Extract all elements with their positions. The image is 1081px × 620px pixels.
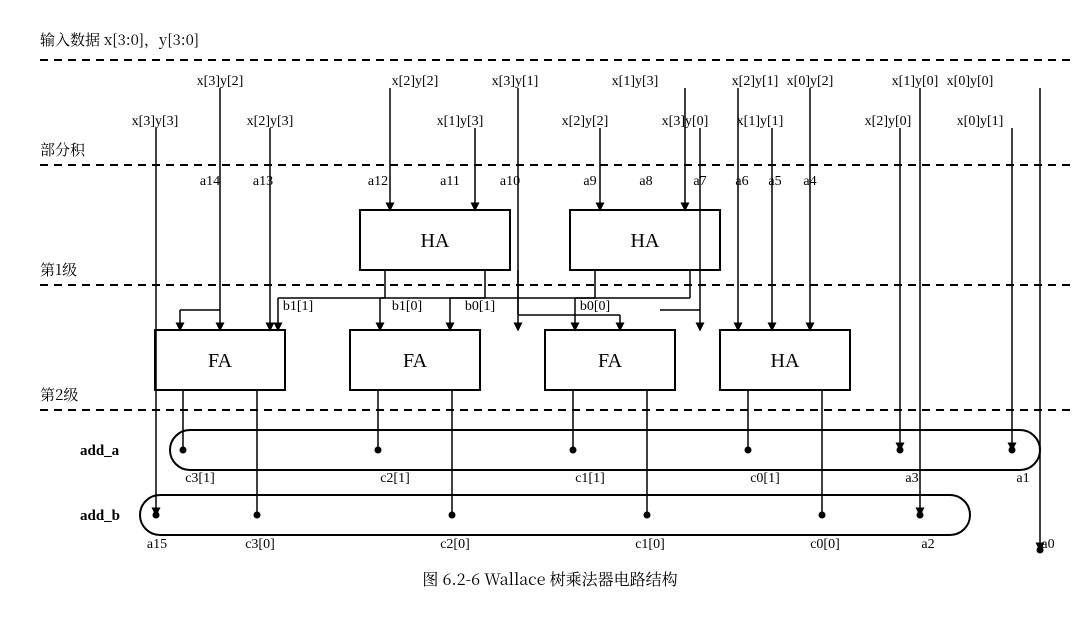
svg-text:x[0]y[1]: x[0]y[1] (957, 114, 1004, 129)
out-labels-b: a15 c3[0] c2[0] c1[0] c0[0] a2 a0 (147, 537, 1055, 552)
svg-text:c1[0]: c1[0] (635, 537, 665, 552)
svg-text:c2[0]: c2[0] (440, 537, 470, 552)
svg-text:a12: a12 (368, 174, 388, 189)
svg-text:c0[1]: c0[1] (750, 471, 780, 486)
svg-text:x[1]y[0]: x[1]y[0] (892, 74, 939, 89)
add-a-bus (170, 430, 1040, 470)
svg-text:a2: a2 (921, 537, 934, 552)
svg-text:FA: FA (208, 350, 233, 372)
svg-text:a3: a3 (905, 471, 918, 486)
svg-text:a14: a14 (200, 174, 220, 189)
svg-text:HA: HA (631, 230, 660, 252)
svg-text:b1[1]: b1[1] (283, 299, 313, 314)
svg-text:a9: a9 (583, 174, 596, 189)
svg-text:a11: a11 (440, 174, 460, 189)
svg-text:c3[1]: c3[1] (185, 471, 215, 486)
svg-text:c0[0]: c0[0] (810, 537, 840, 552)
section-level2: 第2级 (40, 384, 78, 405)
level2-boxes: FA FA FA HA (155, 330, 850, 390)
svg-text:x[3]y[1]: x[3]y[1] (492, 74, 539, 89)
b-labels: b1[1] b1[0] b0[1] b0[0] (283, 299, 610, 314)
add-b-bus (140, 495, 970, 535)
label-add-b: add_b (80, 508, 120, 524)
svg-text:x[2]y[2]: x[2]y[2] (392, 74, 439, 89)
svg-text:x[1]y[1]: x[1]y[1] (737, 114, 784, 129)
svg-text:x[3]y[3]: x[3]y[3] (132, 114, 179, 129)
svg-text:x[0]y[2]: x[0]y[2] (787, 74, 834, 89)
svg-text:a15: a15 (147, 537, 167, 552)
section-partial-product: 部分积 (40, 139, 86, 160)
label-add-a: add_a (80, 443, 120, 459)
svg-text:a10: a10 (500, 174, 520, 189)
svg-text:HA: HA (421, 230, 450, 252)
svg-text:b1[0]: b1[0] (392, 299, 422, 314)
level1-boxes: HA HA (360, 210, 720, 270)
svg-text:a8: a8 (639, 174, 652, 189)
svg-text:FA: FA (598, 350, 623, 372)
a-labels: a14a13a12a11a10a9a8a7a6a5a4 (200, 174, 817, 189)
caption: 图 6.2-6 Wallace 树乘法器电路结构 (422, 567, 677, 590)
svg-text:x[3]y[2]: x[3]y[2] (197, 74, 244, 89)
top-labels-lower: x[3]y[3]x[2]y[3]x[1]y[3]x[2]y[2]x[3]y[0]… (132, 114, 1004, 129)
svg-text:x[2]y[3]: x[2]y[3] (247, 114, 294, 129)
svg-text:FA: FA (403, 350, 428, 372)
svg-text:a0: a0 (1041, 537, 1054, 552)
svg-text:x[1]y[3]: x[1]y[3] (437, 114, 484, 129)
svg-text:x[1]y[3]: x[1]y[3] (612, 74, 659, 89)
svg-text:b0[1]: b0[1] (465, 299, 495, 314)
section-level1: 第1级 (40, 259, 77, 280)
svg-text:a5: a5 (768, 174, 781, 189)
top-labels-upper: x[3]y[2] x[2]y[2] x[3]y[1] x[1]y[3] x[2]y[1]… (197, 74, 994, 89)
svg-text:x[2]y[2]: x[2]y[2] (562, 114, 609, 129)
svg-text:x[2]y[1]: x[2]y[1] (732, 74, 779, 89)
svg-text:x[0]y[0]: x[0]y[0] (947, 74, 994, 89)
svg-text:HA: HA (771, 350, 800, 372)
svg-text:c2[1]: c2[1] (380, 471, 410, 486)
svg-text:c3[0]: c3[0] (245, 537, 275, 552)
out-labels-a: c3[1] c2[1] c1[1] c0[1] a3 a1 (185, 471, 1029, 486)
svg-text:x[2]y[0]: x[2]y[0] (865, 114, 912, 129)
svg-text:a1: a1 (1016, 471, 1029, 486)
svg-text:b0[0]: b0[0] (580, 299, 610, 314)
wallace-tree-diagram: 输入数据 x[3:0]，y[3:0] 部分积 第1级 第2级 add_a add… (20, 20, 1080, 600)
header-label: 输入数据 x[3:0]，y[3:0] (40, 29, 199, 50)
svg-text:c1[1]: c1[1] (575, 471, 605, 486)
